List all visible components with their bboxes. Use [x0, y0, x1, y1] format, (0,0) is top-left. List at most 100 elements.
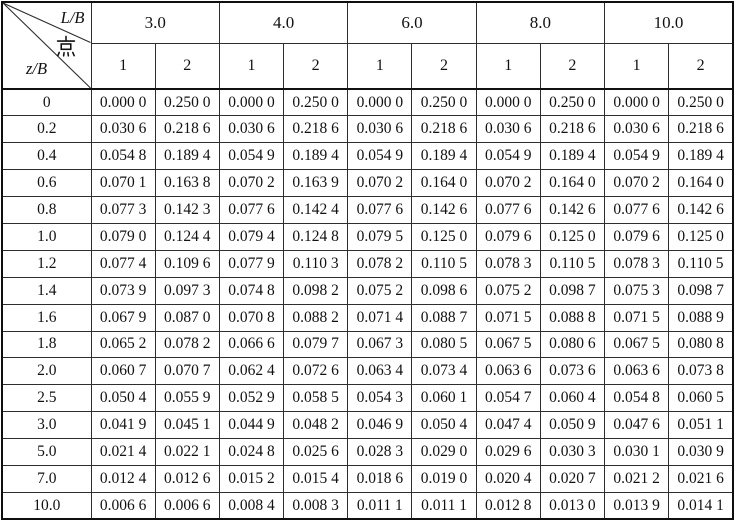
- table-row: 0.8 0.077 3 0.142 3 0.077 6 0.142 4 0.077 6 0.…: [1, 196, 734, 224]
- row-label: 1.0: [1, 222, 92, 251]
- table-cell: 0.046 9: [347, 411, 413, 440]
- table-cell: 0.000 0: [603, 88, 670, 117]
- table-cell: 0.142 3: [154, 196, 220, 224]
- table-cell: 0.075 2: [347, 276, 413, 305]
- table-cell: 0.012 4: [90, 464, 156, 493]
- table-cell: 0.087 0: [154, 303, 220, 332]
- row-label: 2.0: [1, 357, 92, 386]
- sub-col-header: 1: [603, 43, 670, 90]
- table-cell: 0.054 9: [475, 142, 541, 171]
- table-cell: 0.098 2: [283, 276, 349, 305]
- table-cell: 0.047 4: [475, 411, 541, 440]
- table-cell: 0.142 6: [411, 196, 477, 224]
- table-cell: 0.070 2: [475, 169, 541, 198]
- table-cell: 0.063 6: [603, 357, 670, 386]
- table-cell: 0.080 5: [411, 330, 477, 359]
- table-cell: 0.070 2: [603, 169, 670, 198]
- table-cell: 0.142 6: [668, 196, 734, 224]
- table-cell: 0.020 7: [539, 464, 606, 493]
- table-cell: 0.077 9: [218, 249, 285, 278]
- sub-col-header: 1: [90, 43, 156, 90]
- table-cell: 0.250 0: [668, 88, 734, 117]
- table-cell: 0.052 9: [218, 384, 285, 413]
- table-cell: 0.067 5: [603, 330, 670, 359]
- table-cell: 0.015 2: [218, 464, 285, 493]
- table-cell: 0.079 5: [347, 222, 413, 251]
- table-cell: 0.110 5: [411, 249, 477, 278]
- header-group-row: L/B 点 z/B: [1, 1, 734, 90]
- table-cell: 0.044 9: [218, 411, 285, 440]
- table-cell: 0.054 8: [603, 384, 670, 413]
- table-cell: 0.030 6: [90, 115, 156, 144]
- dian-character-glyph: [56, 35, 76, 57]
- table-cell: 0.097 3: [154, 276, 220, 305]
- table-cell: 0.019 0: [411, 464, 477, 493]
- table-cell: 0.075 3: [603, 276, 670, 305]
- sub-col-header: 1: [347, 43, 413, 90]
- table-cell: 0.055 9: [154, 384, 220, 413]
- table-cell: 0.047 6: [603, 411, 670, 440]
- table-cell: 0.250 0: [411, 88, 477, 117]
- table-cell: 0.014 1: [668, 491, 734, 520]
- table-cell: 0.018 6: [347, 464, 413, 493]
- row-label: 1.6: [1, 303, 92, 332]
- table-row: 2.5 0.050 4 0.055 9 0.052 9 0.058 5 0.054 3 0.…: [1, 384, 734, 413]
- table-cell: 0.074 8: [218, 276, 285, 305]
- table-cell: 0.063 6: [475, 357, 541, 386]
- row-label: 1.8: [1, 330, 92, 359]
- table-row: 1.2 0.077 4 0.109 6 0.077 9 0.110 3 0.078 2 0.…: [1, 249, 734, 278]
- table-cell: 0.080 8: [668, 330, 734, 359]
- table-cell: 0.054 9: [218, 142, 285, 171]
- table-cell: 0.030 9: [668, 438, 734, 466]
- table-cell: 0.110 5: [668, 249, 734, 278]
- row-label: 2.5: [1, 384, 92, 413]
- table-cell: 0.048 2: [283, 411, 349, 440]
- table-cell: 0.071 5: [475, 303, 541, 332]
- table-cell: 0.079 4: [218, 222, 285, 251]
- table-cell: 0.067 3: [347, 330, 413, 359]
- table-cell: 0.021 4: [90, 438, 156, 466]
- table-cell: 0.124 8: [283, 222, 349, 251]
- row-label: 1.2: [1, 249, 92, 278]
- corner-label-zb: z/B: [26, 59, 48, 78]
- table-cell: 0.054 9: [603, 142, 670, 171]
- table-cell: 0.065 2: [90, 330, 156, 359]
- table-cell: 0.218 6: [154, 115, 220, 144]
- table-cell: 0.189 4: [411, 142, 477, 171]
- table-cell: 0.030 6: [475, 115, 541, 144]
- table-cell: 0.008 3: [283, 491, 349, 520]
- table-cell: 0.124 4: [154, 222, 220, 251]
- table-cell: 0.008 4: [218, 491, 285, 520]
- table-cell: 0.079 6: [475, 222, 541, 251]
- table-cell: 0.078 3: [603, 249, 670, 278]
- table-cell: 0.163 9: [283, 169, 349, 198]
- table-cell: 0.012 6: [154, 464, 220, 493]
- table-cell: 0.110 3: [283, 249, 349, 278]
- table-cell: 0.072 6: [283, 357, 349, 386]
- table-cell: 0.073 8: [668, 357, 734, 386]
- table-cell: 0.163 8: [154, 169, 220, 198]
- table-cell: 0.000 0: [218, 88, 285, 117]
- table-cell: 0.218 6: [539, 115, 606, 144]
- table-cell: 0.088 7: [411, 303, 477, 332]
- table-cell: 0.218 6: [283, 115, 349, 144]
- table-cell: 0.071 4: [347, 303, 413, 332]
- table-cell: 0.073 9: [90, 276, 156, 305]
- table-cell: 0.067 9: [90, 303, 156, 332]
- table-cell: 0.189 4: [668, 142, 734, 171]
- table-cell: 0.077 6: [603, 196, 670, 224]
- table-cell: 0.030 6: [603, 115, 670, 144]
- table-cell: 0.012 8: [475, 491, 541, 520]
- sub-col-header: 2: [283, 43, 349, 90]
- row-label: 3.0: [1, 411, 92, 440]
- table-cell: 0.071 5: [603, 303, 670, 332]
- table-cell: 0.142 4: [283, 196, 349, 224]
- sub-col-header: 2: [154, 43, 220, 90]
- table-cell: 0.029 0: [411, 438, 477, 466]
- table-cell: 0.164 0: [411, 169, 477, 198]
- table-cell: 0.077 6: [218, 196, 285, 224]
- table-cell: 0.075 2: [475, 276, 541, 305]
- table-cell: 0.098 6: [411, 276, 477, 305]
